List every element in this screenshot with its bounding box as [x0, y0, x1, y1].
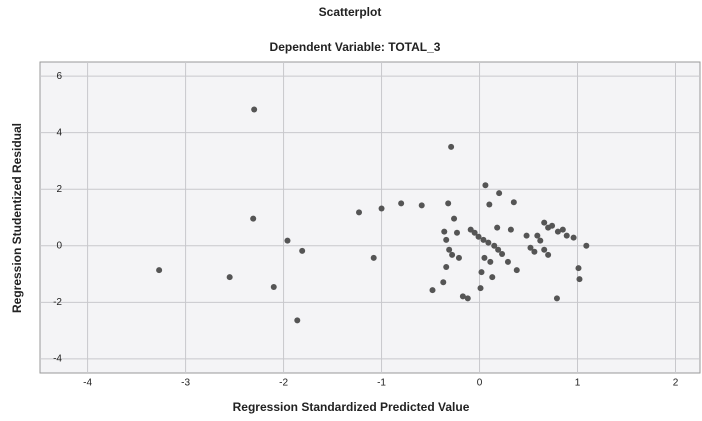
plot-frame — [40, 62, 700, 373]
chart: Scatterplot Dependent Variable: TOTAL_3 … — [0, 0, 702, 416]
point — [371, 255, 377, 261]
point — [299, 248, 305, 254]
x-axis-title: Regression Standardized Predicted Value — [233, 400, 470, 414]
point — [448, 144, 454, 150]
point — [478, 269, 484, 275]
point — [514, 267, 520, 273]
point — [571, 235, 577, 241]
point — [482, 182, 488, 188]
point — [379, 205, 385, 211]
x-tick-label: 2 — [673, 378, 679, 389]
point — [449, 252, 455, 258]
point — [430, 287, 436, 293]
point — [560, 227, 566, 233]
point — [545, 252, 551, 258]
point — [250, 216, 256, 222]
chart-title: Scatterplot — [319, 5, 382, 19]
point — [487, 259, 493, 265]
point — [486, 201, 492, 207]
point — [481, 255, 487, 261]
point — [419, 202, 425, 208]
x-tick-label: -3 — [181, 378, 190, 389]
point — [489, 274, 495, 280]
point — [524, 233, 530, 239]
point — [508, 227, 514, 233]
point — [494, 225, 500, 231]
point — [440, 279, 446, 285]
y-tick-label: -2 — [53, 297, 62, 308]
point — [227, 274, 233, 280]
point — [456, 255, 462, 261]
point — [478, 285, 484, 291]
point — [446, 247, 452, 253]
point — [445, 200, 451, 206]
point — [496, 190, 502, 196]
y-axis-title: Regression Studentized Residual — [10, 123, 24, 313]
y-tick-label: 6 — [56, 71, 62, 82]
point — [441, 229, 447, 235]
point — [454, 230, 460, 236]
point — [443, 264, 449, 270]
point — [531, 249, 537, 255]
x-tick-label: -4 — [83, 378, 92, 389]
point — [443, 237, 449, 243]
point — [499, 251, 505, 257]
point — [549, 223, 555, 229]
y-tick-label: 2 — [56, 184, 62, 195]
point — [541, 247, 547, 253]
point — [251, 106, 257, 112]
point — [505, 259, 511, 265]
x-tick-label: 0 — [477, 378, 483, 389]
point — [534, 233, 540, 239]
point — [541, 220, 547, 226]
point — [554, 295, 560, 301]
point — [356, 209, 362, 215]
y-tick-label: 4 — [56, 127, 62, 138]
x-tick-label: -1 — [377, 378, 386, 389]
y-tick-label: 0 — [56, 240, 62, 251]
point — [398, 200, 404, 206]
chart-subtitle: Dependent Variable: TOTAL_3 — [270, 40, 441, 54]
point — [564, 233, 570, 239]
point — [284, 238, 290, 244]
point — [485, 240, 491, 246]
x-tick-label: 1 — [575, 378, 581, 389]
point — [451, 216, 457, 222]
point — [537, 238, 543, 244]
point — [576, 276, 582, 282]
point — [465, 295, 471, 301]
point — [511, 199, 517, 205]
point — [575, 265, 581, 271]
point — [583, 243, 589, 249]
x-tick-label: -2 — [279, 378, 288, 389]
point — [294, 317, 300, 323]
y-tick-label: -4 — [53, 354, 62, 365]
point — [156, 267, 162, 273]
point — [271, 284, 277, 290]
